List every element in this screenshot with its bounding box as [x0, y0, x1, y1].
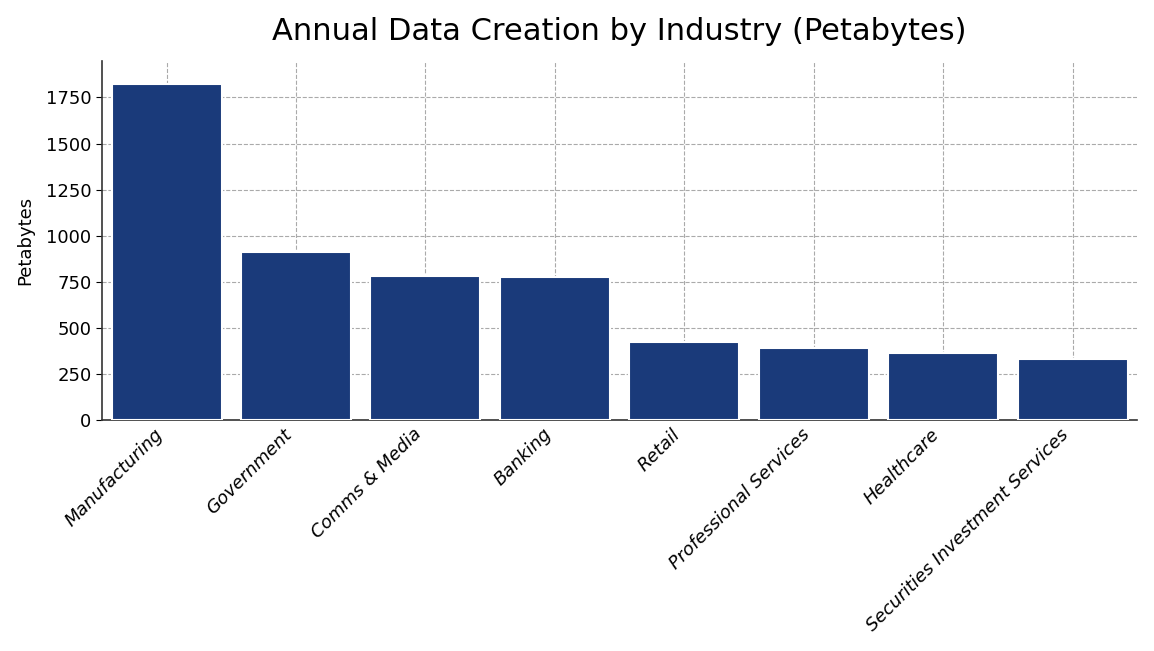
- Bar: [241, 253, 351, 421]
- Bar: [629, 342, 740, 421]
- Bar: [500, 277, 609, 421]
- Title: Annual Data Creation by Industry (Petabytes): Annual Data Creation by Industry (Petaby…: [272, 17, 967, 46]
- Bar: [889, 353, 998, 421]
- Bar: [112, 85, 222, 421]
- Bar: [1018, 359, 1127, 421]
- Bar: [370, 277, 480, 421]
- Y-axis label: Petabytes: Petabytes: [16, 196, 35, 285]
- Bar: [758, 348, 869, 421]
